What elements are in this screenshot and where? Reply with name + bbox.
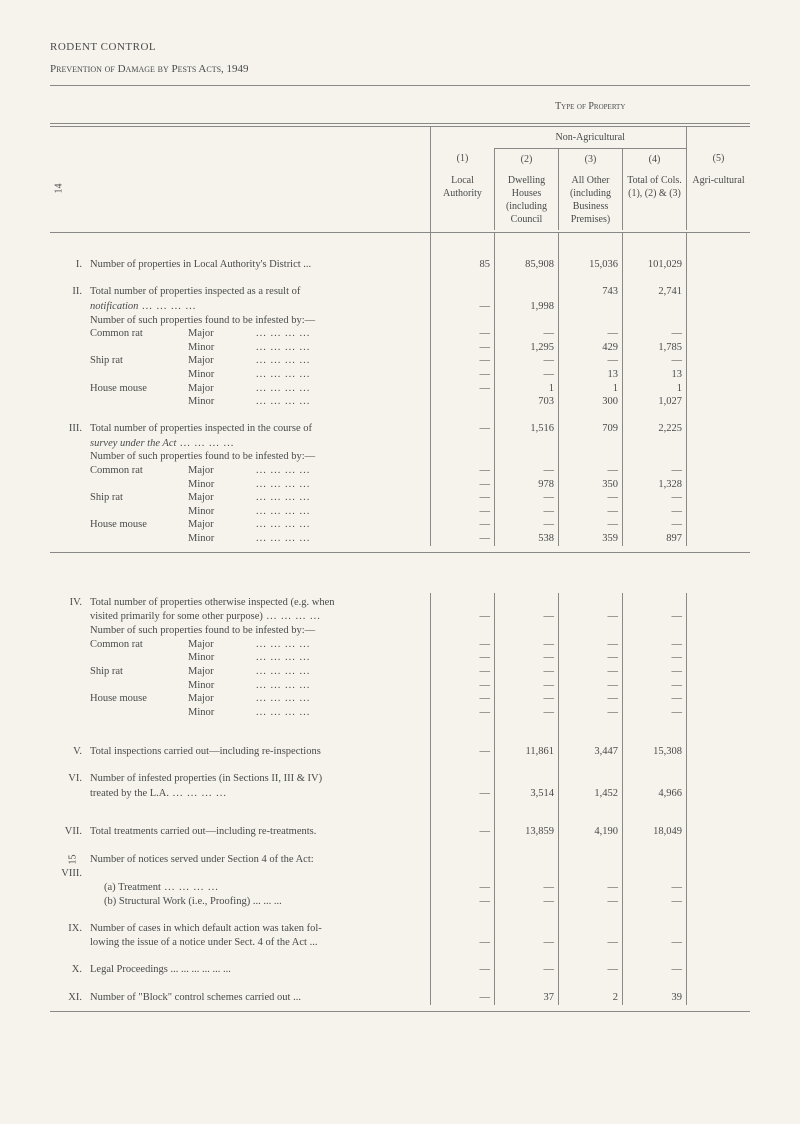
col4-num: (4)	[623, 148, 687, 170]
row-II-b: notification — 1,998	[50, 300, 750, 314]
pest-row: Minor... ... ... ...————	[50, 706, 750, 720]
col1-label: Local Authority	[431, 170, 495, 230]
page: RODENT CONTROL Prevention of Damage by P…	[50, 40, 750, 1012]
row-IV: IV. Total number of properties otherwise…	[50, 595, 750, 611]
pest-row: Ship ratMajor... ... ... ...————	[50, 491, 750, 505]
pest-row: Minor... ... ... ...——1313	[50, 368, 750, 382]
row-VII: VII. Total treatments carried out—includ…	[50, 824, 750, 840]
pest-row: Minor... ... ... ...—1,2954291,785	[50, 341, 750, 355]
row-I: I. Number of properties in Local Authori…	[50, 257, 750, 273]
row-II-a: II. Total number of properties inspected…	[50, 284, 750, 300]
page-num-14: 14	[53, 184, 66, 194]
pest-row: Ship ratMajor... ... ... ...————	[50, 354, 750, 368]
page-num-15: 15	[67, 855, 80, 865]
col5-label: Agri-cultural	[687, 170, 751, 230]
col3-label: All Other (including Business Premises)	[559, 170, 623, 230]
pest-row: Minor... ... ... ...7033001,027	[50, 395, 750, 409]
pest-row: Minor... ... ... ...—9783501,328	[50, 478, 750, 492]
pest-row: Common ratMajor... ... ... ...————	[50, 464, 750, 478]
row-XI: XI. Number of "Block" control schemes ca…	[50, 990, 750, 1006]
pest-row: Common ratMajor... ... ... ...————	[50, 638, 750, 652]
pest-row: Common ratMajor... ... ... ...————	[50, 327, 750, 341]
pest-row: Minor... ... ... ...—538359897	[50, 532, 750, 546]
row-VI: VI. Number of infested properties (in Se…	[50, 771, 750, 787]
pest-row: Minor... ... ... ...————	[50, 505, 750, 519]
pest-row: House mouseMajor... ... ... ...————	[50, 692, 750, 706]
col5-num: (5)	[687, 148, 751, 170]
col2-label: Dwelling Houses (including Council	[495, 170, 559, 230]
row-VIII: 15VIII. Number of notices served under S…	[50, 852, 750, 881]
col1-num: (1)	[431, 148, 495, 170]
col3-num: (3)	[559, 148, 623, 170]
pest-row: Ship ratMajor... ... ... ...————	[50, 665, 750, 679]
pest-row: House mouseMajor... ... ... ...—111	[50, 382, 750, 396]
page-gap	[50, 553, 750, 593]
title: RODENT CONTROL	[50, 40, 750, 54]
rule-top	[50, 85, 750, 86]
col2-num: (2)	[495, 148, 559, 170]
lower-table: IV. Total number of properties otherwise…	[50, 593, 750, 1012]
row-III-top: III. Total number of properties inspecte…	[50, 421, 750, 437]
pest-row: Minor... ... ... ...————	[50, 679, 750, 693]
row-IX: IX. Number of cases in which default act…	[50, 921, 750, 937]
pest-row: House mouseMajor... ... ... ...————	[50, 518, 750, 532]
row-V: V. Total inspections carried out—includi…	[50, 744, 750, 760]
type-of-property-header: Type of Property	[431, 90, 751, 124]
row-X: X. Legal Proceedings ... ... ... ... ...…	[50, 962, 750, 978]
subtitle: Prevention of Damage by Pests Acts, 1949	[50, 62, 750, 76]
non-agri-header: Non-Agricultural	[495, 126, 687, 148]
col4-label: Total of Cols. (1), (2) & (3)	[623, 170, 687, 230]
pest-row: Minor... ... ... ...————	[50, 651, 750, 665]
main-table: Type of Property Non-Agricultural 14 (1)…	[50, 90, 750, 553]
